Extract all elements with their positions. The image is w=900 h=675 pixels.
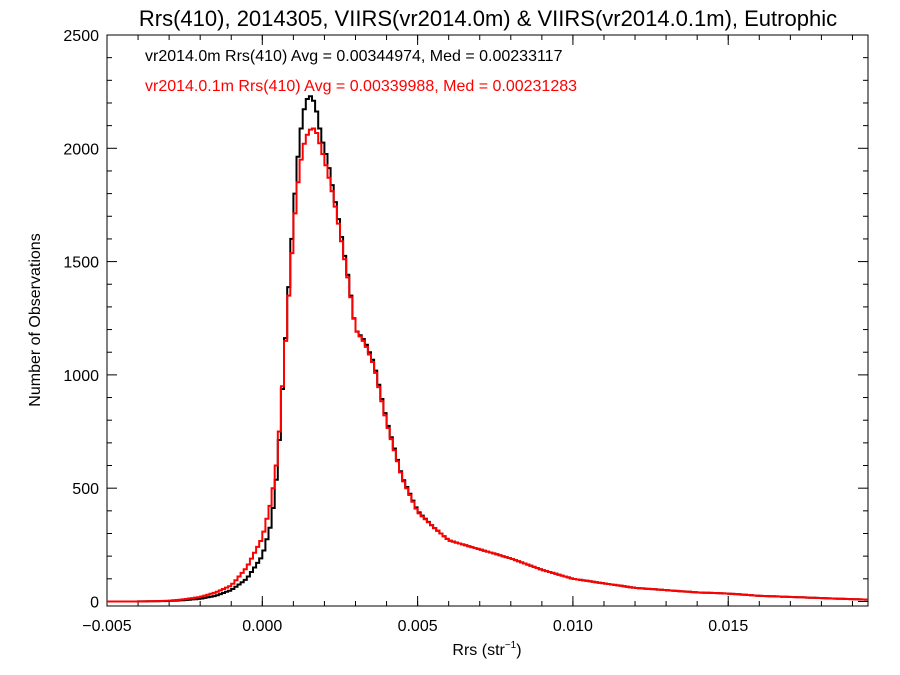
legend-entry-vr2014-0-1m: vr2014.0.1m Rrs(410) Avg = 0.00339988, M… [145, 78, 577, 95]
legend-entry-vr2014-0m: vr2014.0m Rrs(410) Avg = 0.00344974, Med… [145, 48, 563, 65]
x-tick-label: 0.015 [708, 618, 748, 635]
legend: vr2014.0m Rrs(410) Avg = 0.00344974, Med… [145, 48, 577, 95]
x-tick-label: 0.005 [398, 618, 438, 635]
x-axis-label-base: Rrs (str [452, 642, 505, 659]
series-line-vr2014-0-1m [107, 127, 868, 603]
y-tick-label: 0 [90, 594, 99, 611]
x-axis-ticks: −0.005 0.000 0.005 0.010 0.015 [82, 35, 853, 635]
chart-title: Rrs(410), 2014305, VIIRS(vr2014.0m) & VI… [139, 6, 837, 31]
x-axis-label: Rrs (str−1) [452, 640, 521, 659]
plot-border [106, 34, 869, 607]
y-tick-label: 1000 [63, 368, 99, 385]
y-tick-label: 2000 [63, 141, 99, 158]
y-axis-ticks: 0 500 1000 1500 2000 2500 [63, 28, 868, 611]
plot-frame [106, 34, 869, 607]
y-tick-label: 500 [72, 481, 99, 498]
x-tick-label: −0.005 [82, 618, 131, 635]
x-axis-label-close: ) [516, 642, 521, 659]
x-tick-label: 0.010 [553, 618, 593, 635]
series-layer [107, 95, 868, 603]
y-tick-label: 2500 [63, 28, 99, 45]
x-axis-label-superscript: −1 [505, 640, 517, 651]
y-tick-label: 1500 [63, 255, 99, 272]
y-axis-label: Number of Observations [27, 233, 44, 406]
x-tick-label: 0.000 [242, 618, 282, 635]
series-line-vr2014-0m [107, 95, 868, 603]
